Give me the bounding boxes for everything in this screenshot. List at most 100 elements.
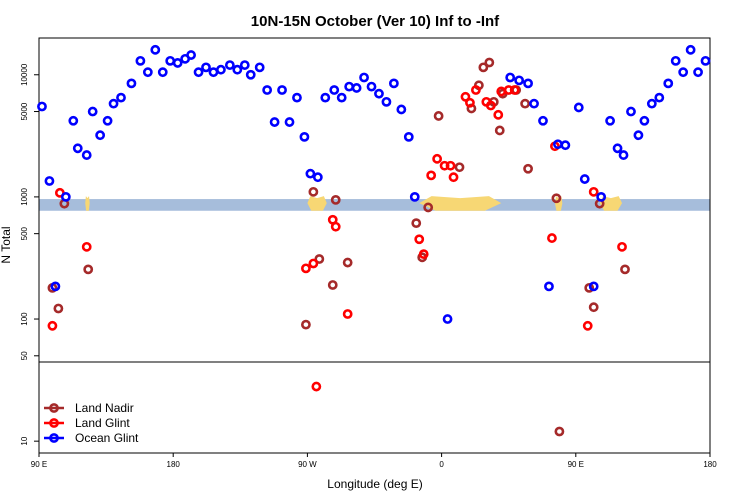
data-point (72, 143, 83, 154)
data-point (612, 143, 623, 154)
data-point (157, 67, 168, 78)
data-point (685, 44, 696, 55)
y-tick-label: 500 (20, 226, 29, 240)
data-point (135, 55, 146, 66)
data-point (579, 174, 590, 184)
data-point (299, 131, 310, 142)
data-point (277, 85, 287, 95)
data-point (311, 381, 322, 392)
y-tick-label: 10000 (20, 63, 29, 86)
data-point (538, 115, 548, 126)
data-point (239, 60, 250, 70)
data-point (560, 140, 571, 151)
data-point (308, 186, 319, 197)
legend-label: Land Glint (75, 416, 130, 430)
data-point (547, 233, 557, 243)
data-point (484, 57, 495, 68)
y-tick-label: 1000 (20, 187, 29, 205)
x-axis: 90 E 180 90 W 0 90 E 180 (31, 453, 717, 469)
data-point (342, 257, 353, 268)
land-mass (599, 196, 623, 211)
data-point (426, 170, 437, 181)
data-point (216, 64, 226, 75)
series-land-nadir (47, 57, 630, 437)
data-point (605, 115, 615, 126)
y-tick-label: 100 (20, 312, 29, 326)
data-point (414, 234, 425, 245)
data-point (366, 81, 377, 92)
data-point (102, 115, 113, 126)
x-tick-label: 90 W (298, 460, 317, 469)
data-point (646, 98, 657, 109)
data-point (60, 191, 71, 202)
data-point (47, 320, 58, 331)
y-tick-label: 10 (20, 436, 29, 445)
data-point (493, 109, 504, 120)
data-point (626, 106, 636, 117)
data-point (150, 44, 161, 55)
data-point (269, 117, 280, 127)
data-point (411, 218, 422, 229)
data-point (442, 314, 453, 324)
data-point (432, 153, 443, 164)
legend-marker (49, 433, 59, 443)
ocean-band (39, 199, 710, 211)
x-tick-label: 180 (703, 460, 717, 469)
data-point (582, 320, 593, 331)
x-axis-label: Longitude (deg E) (327, 477, 422, 491)
data-point (329, 85, 340, 95)
data-point (505, 72, 516, 83)
data-point (523, 78, 533, 89)
data-point (50, 281, 61, 292)
data-point (330, 194, 341, 205)
data-point (494, 125, 505, 136)
data-point (388, 78, 399, 89)
data-point (284, 117, 295, 127)
data-point (374, 88, 384, 99)
data-point (81, 150, 92, 160)
data-point (95, 130, 106, 141)
data-point (485, 100, 496, 111)
data-point (312, 172, 323, 183)
data-point (478, 62, 489, 73)
data-point (639, 115, 650, 126)
legend-label: Land Nadir (75, 401, 134, 415)
data-point (142, 67, 153, 78)
data-point (520, 98, 531, 109)
land-ocean-band (39, 196, 710, 211)
data-point (108, 98, 119, 109)
data-point (509, 85, 520, 95)
data-point (53, 303, 64, 314)
x-tick-label: 90 E (31, 460, 47, 469)
data-point (445, 160, 456, 171)
data-point (359, 72, 369, 83)
data-point (81, 241, 92, 252)
data-point (465, 97, 475, 108)
data-point (460, 91, 471, 102)
data-point (617, 241, 627, 252)
data-point (551, 193, 562, 204)
data-point (588, 186, 599, 197)
data-point (514, 75, 525, 86)
series-ocean-glint (37, 44, 711, 324)
y-axis-label: N Total (0, 226, 13, 263)
x-tick-label: 90 E (568, 460, 584, 469)
x-tick-label: 180 (167, 460, 181, 469)
data-point (83, 264, 94, 275)
land-mass (419, 196, 502, 211)
y-tick-label: 5000 (20, 102, 29, 120)
plot-border (38, 37, 711, 454)
data-point (327, 280, 338, 290)
data-point (700, 55, 711, 66)
data-point (620, 264, 630, 275)
data-point (381, 96, 392, 107)
data-point (573, 102, 584, 113)
data-point (588, 281, 599, 292)
data-point (292, 92, 302, 103)
data-point (301, 319, 311, 330)
data-point (254, 62, 265, 73)
data-point (584, 282, 595, 293)
data-point (396, 104, 407, 115)
